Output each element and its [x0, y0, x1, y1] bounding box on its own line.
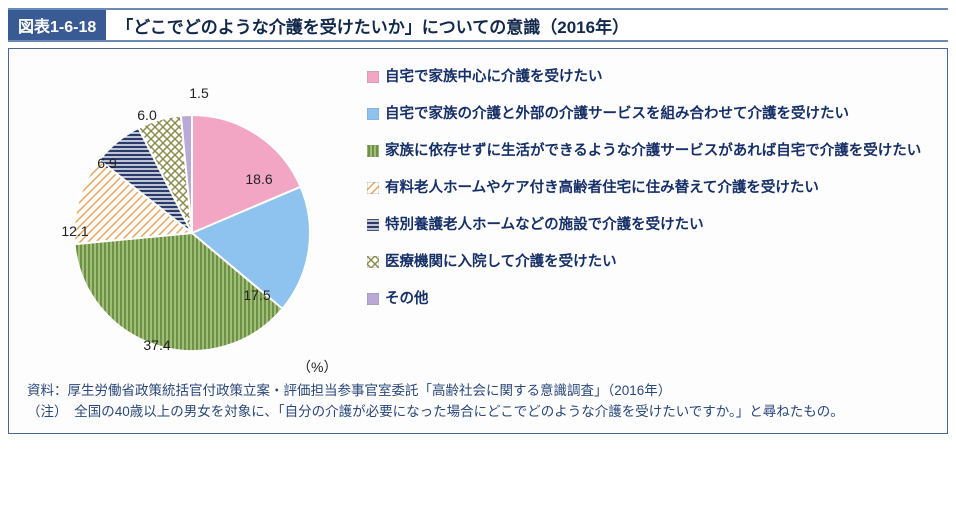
source-notes: 資料： 厚生労働省政策統括官付政策立案・評価担当参事官室委託「高齢社会に関する意…	[27, 381, 929, 423]
legend-label: 自宅で家族中心に介護を受けたい	[385, 67, 603, 88]
legend-item: 家族に依存せずに生活ができるような介護サービスがあれば自宅で介護を受けたい	[367, 141, 929, 162]
legend-item: 自宅で家族中心に介護を受けたい	[367, 67, 929, 88]
unit-label: （%）	[297, 357, 337, 377]
title-bar: 図表1-6-18 「どこでどのような介護を受けたいか」についての意識（2016年…	[8, 8, 948, 42]
legend-swatch	[367, 108, 379, 120]
legend: 自宅で家族中心に介護を受けたい自宅で家族の介護と外部の介護サービスを組み合わせて…	[367, 63, 929, 326]
legend-swatch	[367, 293, 379, 305]
pie-value-label: 6.0	[137, 107, 156, 123]
legend-item: 医療機関に入院して介護を受けたい	[367, 252, 929, 273]
pie-value-label: 1.5	[189, 85, 208, 101]
legend-item: その他	[367, 289, 929, 310]
legend-label: 家族に依存せずに生活ができるような介護サービスがあれば自宅で介護を受けたい	[385, 141, 921, 162]
legend-swatch	[367, 219, 379, 231]
chart-panel: 18.6 17.5 37.4 12.1 6.9 6.0 1.5 （%） 自宅で家族中心に介護を…	[8, 48, 948, 434]
legend-label: 有料老人ホームやケア付き高齢者住宅に住み替えて介護を受けたい	[385, 178, 819, 199]
figure-title: 「どこでどのような介護を受けたいか」についての意識（2016年）	[106, 10, 948, 40]
pie-value-label: 18.6	[245, 171, 272, 187]
source-text: 厚生労働省政策統括官付政策立案・評価担当参事官室委託「高齢社会に関する意識調査」…	[68, 381, 672, 402]
legend-swatch	[367, 182, 379, 194]
pie-value-label: 37.4	[143, 337, 170, 353]
note-label: （注）	[27, 402, 74, 423]
legend-label: その他	[385, 289, 429, 310]
legend-label: 特別養護老人ホームなどの施設で介護を受けたい	[385, 215, 704, 236]
pie-value-label: 6.9	[97, 155, 116, 171]
pie-value-label: 17.5	[243, 287, 270, 303]
legend-item: 特別養護老人ホームなどの施設で介護を受けたい	[367, 215, 929, 236]
figure-number-badge: 図表1-6-18	[8, 10, 106, 40]
legend-swatch	[367, 145, 379, 157]
legend-swatch	[367, 256, 379, 268]
legend-label: 医療機関に入院して介護を受けたい	[385, 252, 617, 273]
note-text: 全国の40歳以上の男女を対象に、「自分の介護が必要になった場合にどこでどのような…	[74, 402, 844, 423]
legend-item: 自宅で家族の介護と外部の介護サービスを組み合わせて介護を受けたい	[367, 104, 929, 125]
legend-swatch	[367, 71, 379, 83]
pie-chart: 18.617.537.412.16.96.01.5（%）	[27, 63, 337, 373]
pie-value-label: 12.1	[61, 223, 88, 239]
legend-item: 有料老人ホームやケア付き高齢者住宅に住み替えて介護を受けたい	[367, 178, 929, 199]
source-label: 資料：	[27, 381, 68, 402]
legend-label: 自宅で家族の介護と外部の介護サービスを組み合わせて介護を受けたい	[385, 104, 849, 125]
